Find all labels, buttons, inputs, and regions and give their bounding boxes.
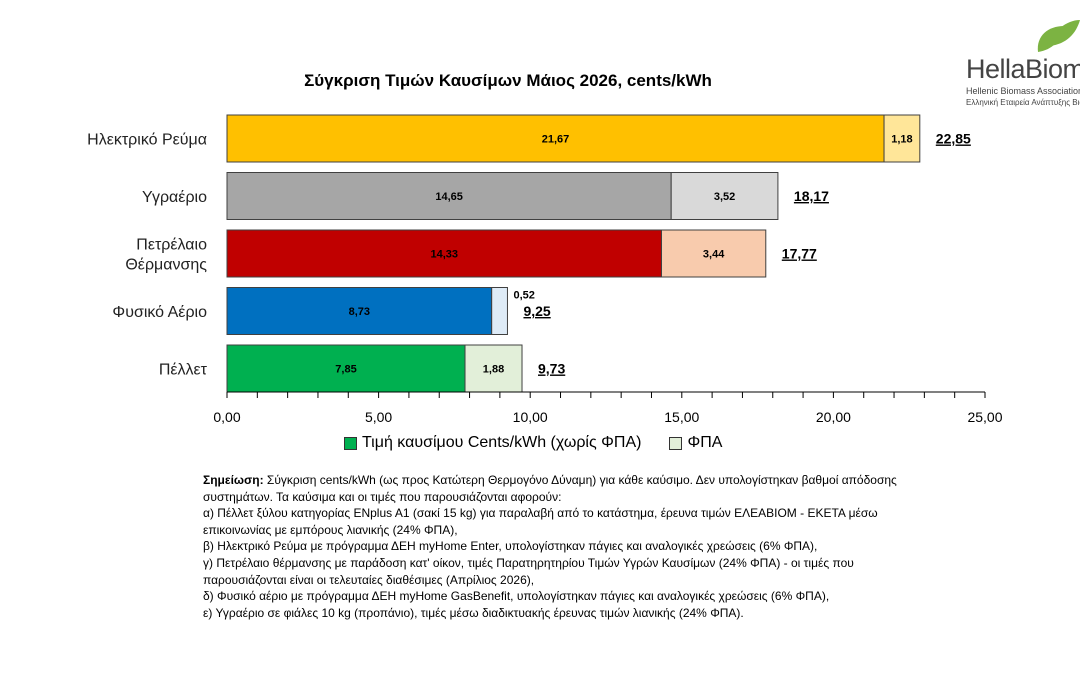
leaf-icon — [1037, 20, 1080, 52]
legend-label-fuel-price: Τιμή καυσίμου Cents/kWh (χωρίς ΦΠΑ) — [362, 434, 642, 451]
note-line: γ) Πετρέλαιο θέρμανσης με παράδοση κατ' … — [203, 555, 854, 570]
note-line: Σημείωση: Σύγκριση cents/kWh (ως προς Κα… — [203, 473, 897, 487]
bar-label-fuel-price: 7,85 — [335, 364, 356, 376]
note-line: δ) Φυσικό αέριο με πρόγραμμα ΔΕΗ myHome … — [203, 589, 830, 604]
bar-vat — [464, 344, 523, 393]
category-label: Φυσικό Αέριο — [112, 304, 207, 321]
note-line: επικοινωνίας με εμπόρους λιανικής (24% Φ… — [203, 522, 458, 537]
logo-tagline-gr: Ελληνική Εταιρεία Ανάπτυξης Βιομάζας — [966, 98, 1080, 107]
bar-fuel-price — [226, 172, 672, 220]
legend-item-fuel-price: Τιμή καυσίμου Cents/kWh (χωρίς ΦΠΑ) — [344, 434, 641, 452]
note-line: α) Πέλλετ ξύλου κατηγορίας ENplus A1 (σα… — [203, 506, 878, 521]
total-label: 22,85 — [936, 131, 971, 147]
category-label: Υγραέριο — [142, 189, 207, 206]
category-label: Θέρμανσης — [125, 257, 207, 274]
bar-vat — [883, 114, 921, 163]
legend: Τιμή καυσίμου Cents/kWh (χωρίς ΦΠΑ) ΦΠΑ — [344, 434, 750, 452]
legend-swatch-vat — [669, 436, 683, 450]
total-label: 9,73 — [538, 361, 565, 377]
bar-fuel-price — [226, 287, 493, 335]
total-label: 18,17 — [794, 188, 829, 204]
total-label: 9,25 — [523, 303, 550, 319]
bar-vat — [491, 287, 508, 335]
bar-label-fuel-price: 14,33 — [430, 249, 458, 261]
total-label: 17,77 — [782, 246, 817, 262]
bar-label-vat: 1,88 — [483, 364, 504, 376]
bar-label-fuel-price: 8,73 — [349, 306, 370, 318]
legend-label-vat: ΦΠΑ — [687, 434, 723, 451]
bar-label-fuel-price: 21,67 — [542, 134, 570, 146]
x-tick-label: 25,00 — [967, 409, 1002, 425]
bar-vat — [670, 172, 779, 220]
x-tick-label: 15,00 — [664, 409, 699, 425]
bar-fuel-price — [226, 344, 466, 393]
logo-tagline-en: Hellenic Biomass Association — [966, 86, 1080, 96]
bar-fuel-price — [226, 229, 662, 278]
legend-item-vat: ΦΠΑ — [669, 434, 722, 452]
bar-vat — [660, 229, 767, 278]
bar-label-vat: 1,18 — [891, 134, 912, 146]
chart-title: Σύγκριση Τιμών Καυσίμων Μάιος 2026, cent… — [304, 71, 712, 90]
logo: HellaBiom Hellenic Biomass Association Ε… — [960, 14, 1080, 114]
bar-label-vat: 0,52 — [513, 290, 534, 302]
bar-label-vat: 3,52 — [714, 191, 735, 203]
logo-brand: HellaBiom — [966, 54, 1080, 84]
bar-label-vat: 3,44 — [703, 249, 725, 261]
note-line: συστημάτων. Τα καύσιμα και οι τιμές που … — [203, 489, 562, 504]
legend-swatch-fuel-price — [344, 436, 357, 450]
notes-heading: Σημείωση: — [203, 473, 264, 487]
category-label: Ηλεκτρικό Ρεύμα — [87, 132, 207, 149]
x-tick-label: 5,00 — [365, 409, 392, 425]
note-line: παρουσιάζονται είναι οι τελευταίες διαθέ… — [203, 572, 535, 587]
category-label: Πέλλετ — [159, 362, 208, 379]
bar-label-fuel-price: 14,65 — [435, 191, 463, 203]
x-tick-label: 0,00 — [213, 409, 240, 425]
notes: Σημείωση: Σύγκριση cents/kWh (ως προς Κα… — [203, 472, 963, 621]
x-tick-label: 20,00 — [816, 409, 851, 425]
note-line: β) Ηλεκτρικό Ρεύμα με πρόγραμμα ΔΕΗ myHo… — [203, 539, 818, 554]
x-tick-label: 10,00 — [513, 409, 548, 425]
note-line: ε) Υγραέριο σε φιάλες 10 kg (προπάνιο), … — [203, 605, 744, 620]
category-label: Πετρέλαιο — [136, 237, 207, 254]
